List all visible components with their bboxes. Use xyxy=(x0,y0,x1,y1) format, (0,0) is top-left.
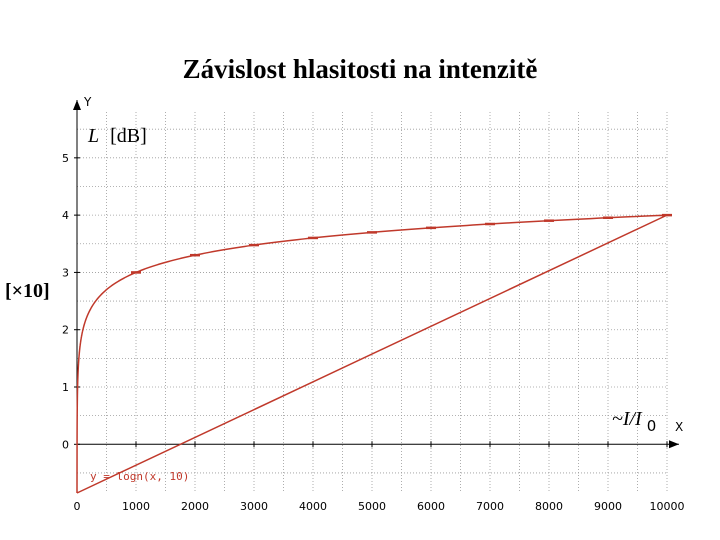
series-line-log10 xyxy=(76,214,668,494)
y-axis-symbol: L xyxy=(87,125,99,147)
chart-title: Závislost hlasitosti na intenzitě xyxy=(183,54,538,84)
y-axis-name: Y xyxy=(83,95,92,109)
y-scale-note: [×10] xyxy=(5,280,50,302)
axes xyxy=(73,100,679,493)
x-axis-arrow xyxy=(669,440,679,449)
x-tick-label: 8000 xyxy=(535,500,563,513)
x-tick-label: 7000 xyxy=(476,500,504,513)
x-tick-label: 2000 xyxy=(181,500,209,513)
x-axis-subscript: 0 xyxy=(647,417,657,435)
x-tick-label: 3000 xyxy=(240,500,268,513)
y-axis-unit: [dB] xyxy=(110,125,147,147)
x-tick-label: 5000 xyxy=(358,500,386,513)
y-axis-arrow xyxy=(73,100,81,110)
y-axis-quantity: L [dB] xyxy=(87,125,147,147)
y-tick-label: 5 xyxy=(62,152,69,165)
x-tick-label: 4000 xyxy=(299,500,327,513)
y-tick-label: 0 xyxy=(62,438,69,451)
y-tick-label: 2 xyxy=(62,324,69,337)
x-axis-symbol: ~I/I xyxy=(612,408,643,430)
series-markers xyxy=(131,213,672,274)
grid xyxy=(77,112,668,493)
tick-labels: 0 1000 2000 3000 4000 5000 6000 7000 8000 9000 100… xyxy=(62,152,685,513)
x-tick-label: 10000 xyxy=(650,500,685,513)
x-tick-label: 0 xyxy=(74,500,81,513)
x-tick-label: 1000 xyxy=(122,500,150,513)
y-tick-label: 3 xyxy=(62,266,69,279)
formula-label: y = logn(x, 10) xyxy=(90,470,189,483)
y-tick-label: 4 xyxy=(62,209,69,222)
x-tick-label: 6000 xyxy=(417,500,445,513)
x-axis-name: X xyxy=(675,420,683,434)
y-tick-label: 1 xyxy=(62,381,69,394)
x-tick-label: 9000 xyxy=(594,500,622,513)
x-axis-quantity: ~I/I 0 xyxy=(612,408,656,435)
